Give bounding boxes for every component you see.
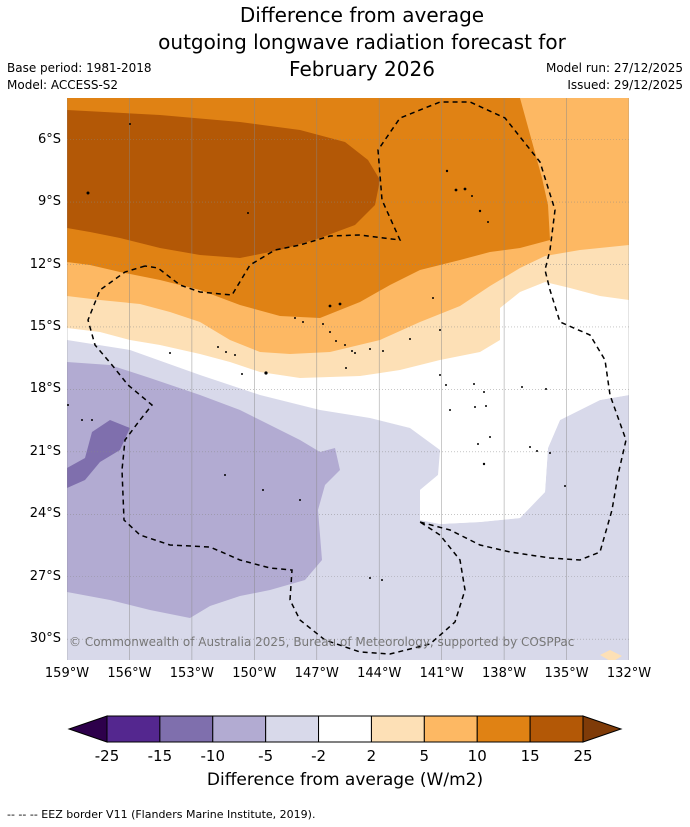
colorbar-tick-label: -25 — [94, 747, 120, 765]
copyright-notice: © Commonwealth of Australia 2025, Bureau… — [69, 635, 574, 649]
colorbar-tick-label: -15 — [147, 747, 173, 765]
anomaly-neutral-east — [420, 390, 629, 524]
colorbar-segments — [106, 715, 584, 743]
run-info: Model run: 27/12/2025 Issued: 29/12/2025 — [546, 60, 683, 94]
lat-tick-label: 15°S — [29, 318, 61, 334]
colorbar-segment — [476, 715, 531, 743]
lat-tick-label: 9°S — [37, 194, 61, 210]
colorbar-segment — [370, 715, 425, 743]
model-info: Base period: 1981-2018 Model: ACCESS-S2 — [7, 60, 152, 94]
anomaly-neg10-neg15 — [67, 420, 130, 488]
lat-tick-label: 24°S — [29, 506, 61, 522]
lat-tick-label: 6°S — [37, 131, 61, 147]
colorbar-tick-label: 10 — [467, 747, 487, 765]
lon-tick-label: 156°W — [107, 666, 152, 681]
colorbar — [67, 715, 623, 743]
lat-tick-label: 12°S — [29, 256, 61, 272]
title-line-2: outgoing longwave radiation forecast for — [158, 30, 566, 54]
colorbar-over-arrow — [582, 715, 623, 743]
anomaly-15-25 — [67, 110, 380, 258]
model-name: Model: ACCESS-S2 — [7, 78, 119, 92]
colorbar-tick-label: -2 — [311, 747, 327, 765]
lon-tick-label: 144°W — [357, 666, 402, 681]
lat-tick-label: 18°S — [29, 381, 61, 397]
colorbar-segment — [318, 715, 372, 743]
eez-border-french-polynesia — [144, 101, 627, 561]
lon-tick-label: 147°W — [294, 666, 339, 681]
lon-tick-label: 132°W — [606, 666, 652, 681]
colorbar-segment — [212, 715, 267, 743]
title-line-1: Difference from average — [239, 3, 485, 27]
title-line-3: February 2026 — [289, 57, 435, 81]
eez-border-cook-islands — [87, 265, 466, 655]
colorbar-tick-label: 25 — [573, 747, 593, 765]
colorbar-segment — [265, 715, 320, 743]
lon-tick-label: 159°W — [44, 666, 90, 681]
eez-legend: -- -- -- EEZ border V11 (Flanders Marine… — [7, 808, 316, 821]
issued-date: Issued: 29/12/2025 — [567, 78, 683, 92]
colorbar-tick-label: -5 — [258, 747, 274, 765]
lat-tick-label: 21°S — [29, 443, 61, 459]
map-title: Difference from average outgoing longwav… — [0, 2, 690, 83]
base-period: Base period: 1981-2018 — [7, 61, 152, 75]
colorbar-segment — [159, 715, 214, 743]
colorbar-label: Difference from average (W/m2) — [206, 770, 484, 790]
colorbar-segment — [423, 715, 478, 743]
lat-tick-label: 27°S — [29, 568, 61, 584]
lon-tick-label: 141°W — [419, 666, 464, 681]
colorbar-tick-label: 15 — [520, 747, 540, 765]
anomaly-fields — [67, 98, 629, 660]
lon-tick-label: 138°W — [482, 666, 527, 681]
lon-tick-label: 153°W — [169, 666, 214, 681]
colorbar-tick-label: 2 — [366, 747, 377, 765]
lon-tick-label: 150°W — [232, 666, 277, 681]
anomaly-spot-se — [600, 650, 622, 660]
colorbar-under-arrow — [67, 715, 108, 743]
colorbar-segment — [529, 715, 584, 743]
eez-borders — [87, 101, 627, 655]
islands — [67, 123, 566, 581]
colorbar-segment — [106, 715, 161, 743]
gridlines — [67, 98, 629, 660]
colorbar-tick-label: -10 — [200, 747, 226, 765]
model-run-date: Model run: 27/12/2025 — [545, 61, 683, 75]
lat-tick-label: 30°S — [29, 631, 61, 647]
lon-tick-label: 135°W — [544, 666, 589, 681]
colorbar-tick-label: 5 — [419, 747, 430, 765]
